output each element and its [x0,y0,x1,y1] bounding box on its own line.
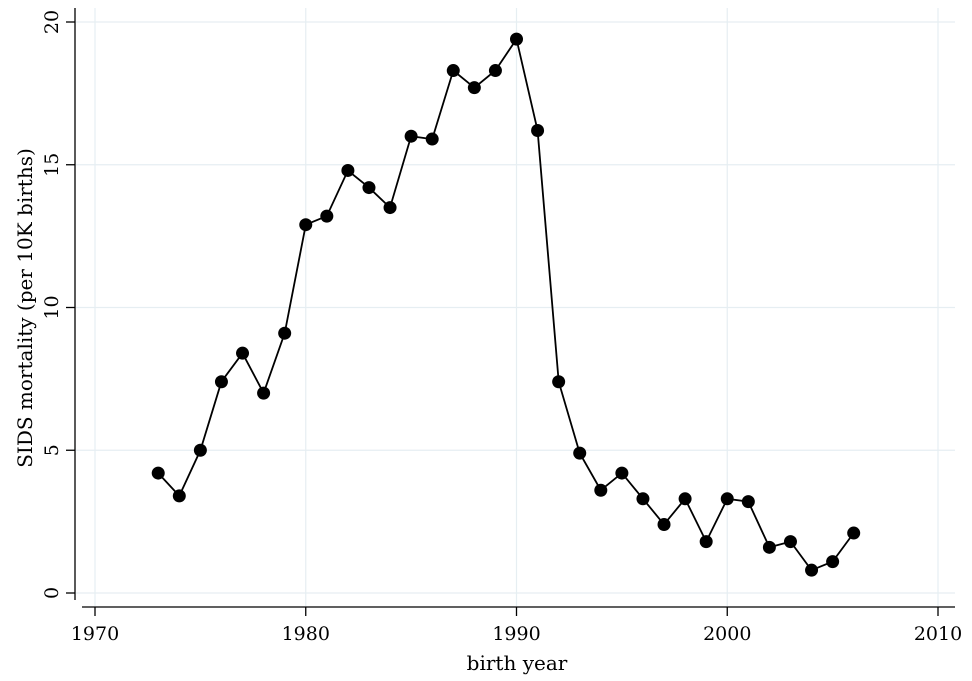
x-tick-label: 1980 [282,623,330,645]
data-point-1975 [193,443,207,457]
data-point-1981 [320,209,334,223]
x-tick-label: 1970 [71,623,119,645]
data-point-1982 [341,163,355,177]
x-tick-label: 1990 [492,623,540,645]
data-point-1997 [657,517,671,531]
data-point-1976 [214,375,228,389]
series-line [157,36,855,572]
data-point-1993 [573,446,587,460]
data-point-2003 [783,535,797,549]
data-point-1988 [467,81,481,95]
x-tick-label: 2000 [703,623,751,645]
y-tick-label: 5 [41,444,63,456]
data-point-1989 [488,64,502,78]
data-point-2006 [847,526,861,540]
data-point-1991 [531,123,545,137]
data-point-1985 [404,129,418,143]
y-tick-label: 20 [41,10,63,34]
data-point-1999 [699,535,713,549]
data-point-1994 [594,483,608,497]
data-point-1983 [362,181,376,195]
data-point-1977 [236,346,250,360]
data-point-1995 [615,466,629,480]
data-point-2001 [741,495,755,509]
data-point-1978 [257,386,271,400]
x-axis-ticks: 1970 1980 1990 2000 2010 [71,607,962,645]
data-point-1996 [636,492,650,506]
data-point-1990 [510,32,523,46]
data-point-2002 [762,540,776,554]
axes [74,8,955,608]
x-tick-label: 2010 [914,623,962,645]
data-point-1979 [278,326,292,340]
y-tick-label: 0 [41,587,63,599]
data-point-1984 [383,201,397,215]
data-point-1998 [678,492,692,506]
data-point-2004 [805,563,819,577]
data-point-1974 [172,489,186,503]
y-axis-ticks: 0 5 10 15 20 [41,10,75,599]
data-point-1973 [151,466,165,480]
data-points [151,32,861,577]
series-mortality [157,36,855,572]
data-point-1992 [552,375,566,389]
data-point-2005 [826,555,840,569]
data-point-1980 [299,218,313,232]
x-axis-title: birth year [467,651,568,675]
y-tick-label: 10 [41,295,63,319]
y-axis-title: SIDS mortality (per 10K births) [13,148,37,468]
grid [76,8,955,606]
data-point-2000 [720,492,734,506]
data-point-1987 [446,64,460,78]
y-tick-label: 15 [41,153,63,177]
data-point-1986 [425,132,439,146]
